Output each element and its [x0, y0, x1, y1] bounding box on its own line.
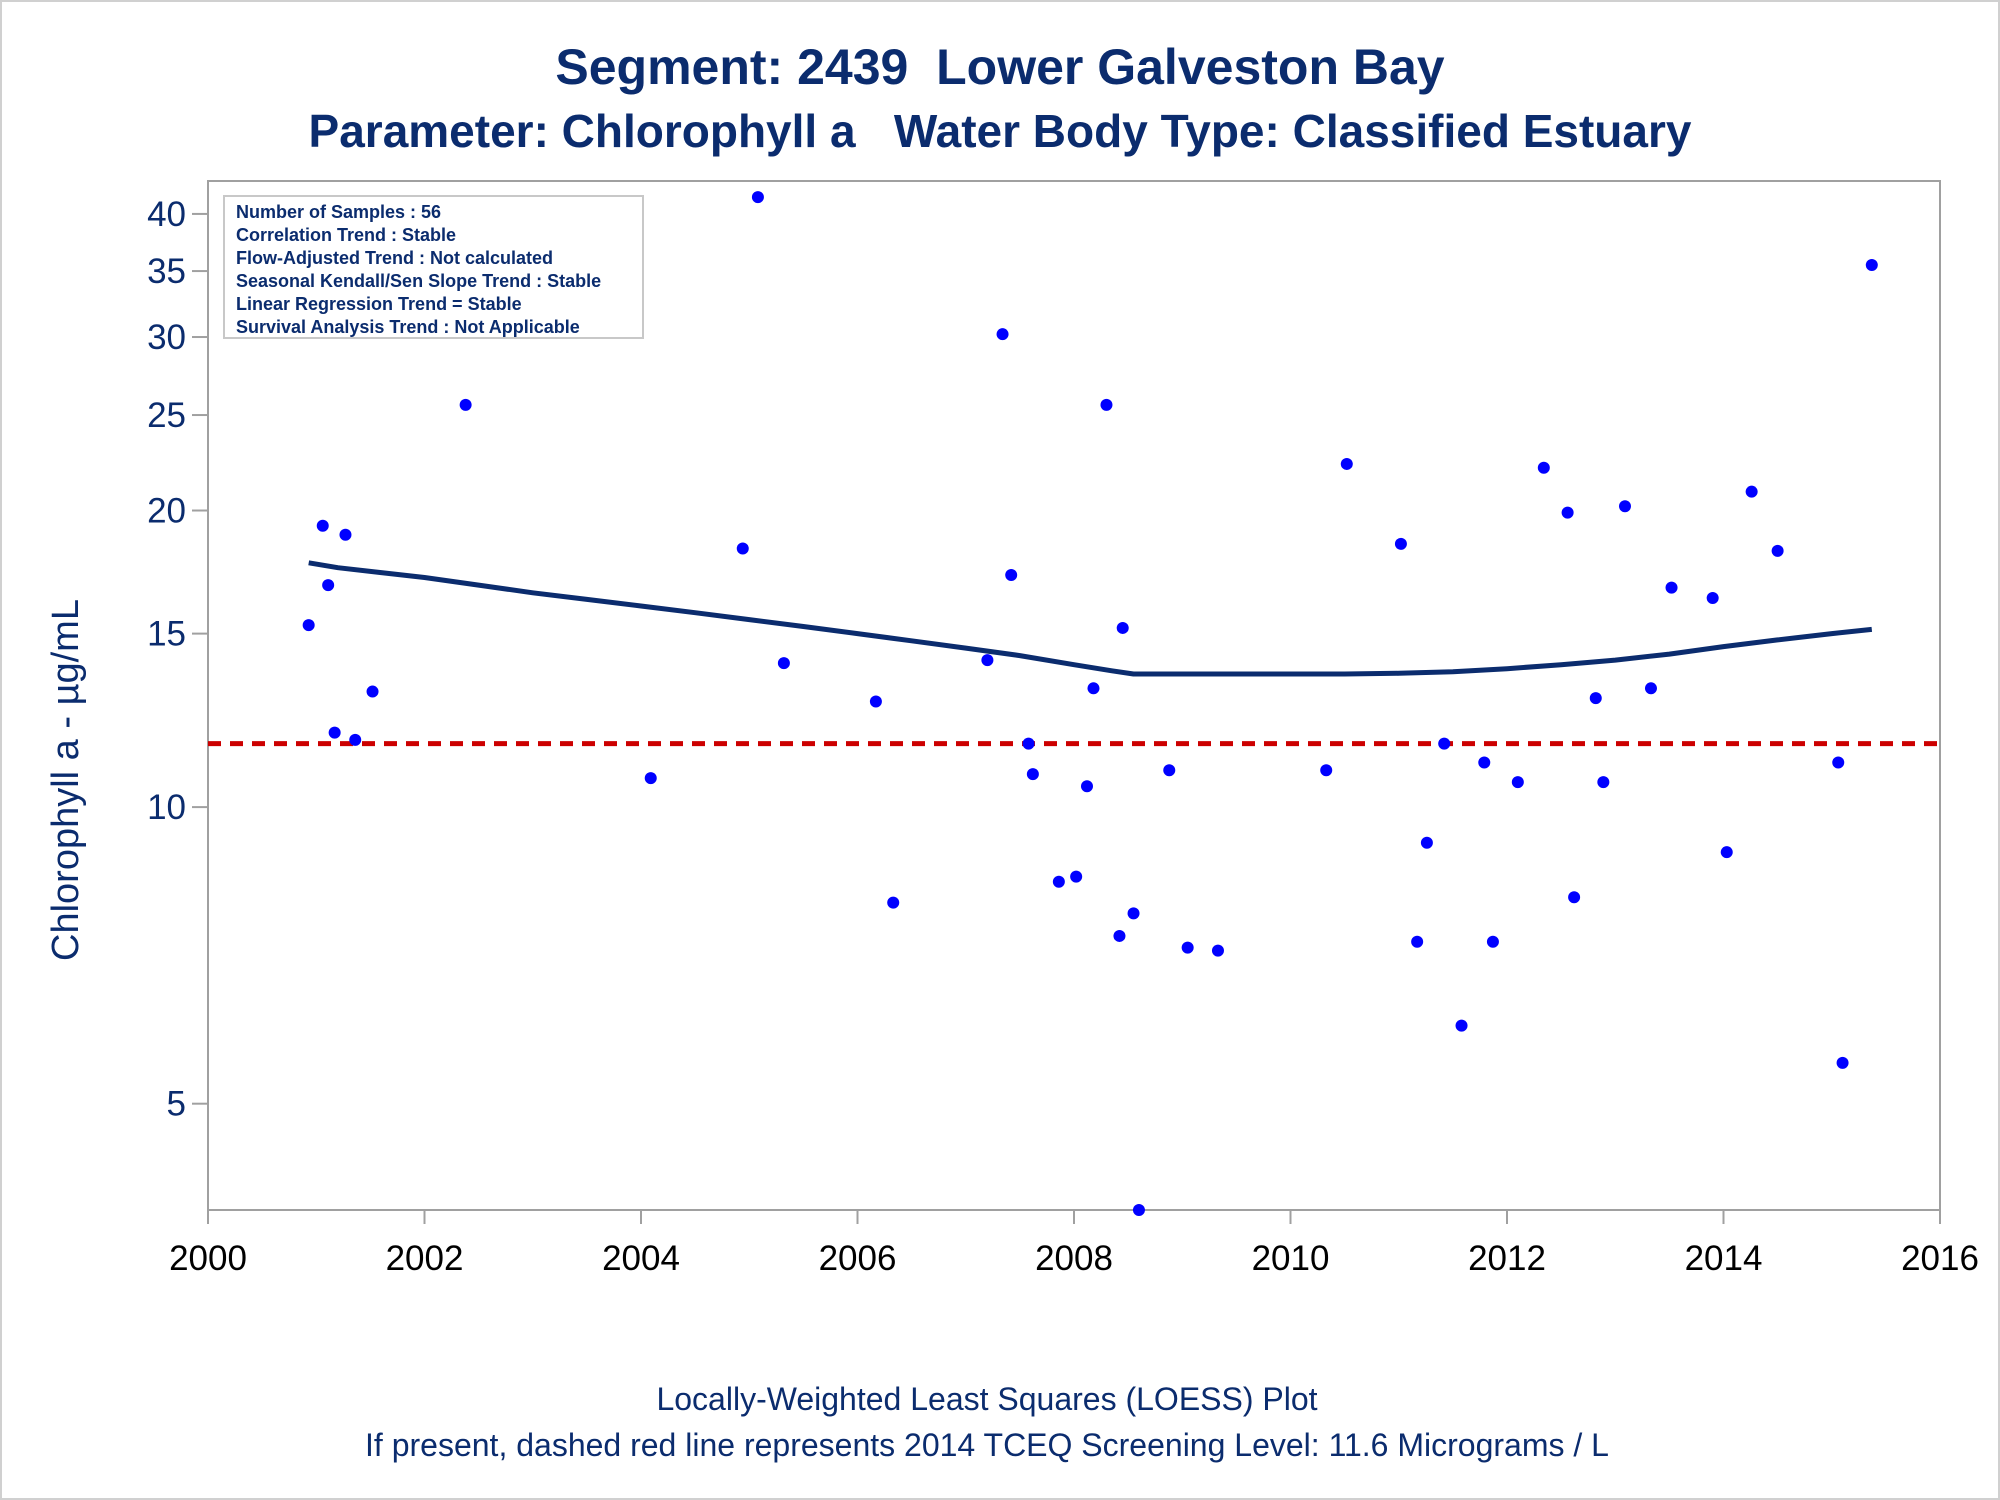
- data-point: [1865, 258, 1878, 271]
- data-point: [1597, 776, 1610, 789]
- data-point: [1070, 870, 1083, 883]
- data-point: [1087, 682, 1100, 695]
- stats-line: Seasonal Kendall/Sen Slope Trend : Stabl…: [236, 271, 601, 291]
- data-point: [1568, 891, 1581, 904]
- stats-box-border: [223, 195, 644, 339]
- stats-box: Number of Samples : 56 Correlation Trend …: [223, 195, 644, 339]
- data-point: [751, 191, 764, 204]
- y-tick-label: 30: [147, 318, 186, 357]
- data-point: [996, 328, 1009, 341]
- loess-curve: [308, 560, 1873, 677]
- data-point: [366, 685, 379, 698]
- data-point: [1080, 780, 1093, 793]
- data-point: [1005, 569, 1018, 582]
- data-point: [1163, 764, 1176, 777]
- y-tick-label: 10: [147, 788, 186, 827]
- data-point: [1720, 846, 1733, 859]
- stats-line: Correlation Trend : Stable: [236, 225, 456, 245]
- y-tick-label: 15: [147, 615, 186, 654]
- data-point: [1832, 756, 1845, 769]
- data-points: [302, 191, 1878, 1216]
- chart-subtitle: Parameter: Chlorophyll a Water Body Type…: [308, 105, 1692, 157]
- data-point: [1537, 461, 1550, 474]
- data-point: [1116, 621, 1129, 634]
- x-tick-label: 2000: [169, 1239, 247, 1278]
- x-tick-label: 2008: [1035, 1239, 1113, 1278]
- data-point: [1486, 935, 1499, 948]
- data-point: [1211, 944, 1224, 957]
- data-point: [981, 654, 994, 667]
- axes: 5 10 15 20 25 30 35 40 2000 2002 2004 2006 2008 2010 2…: [147, 180, 1979, 1278]
- data-point: [1438, 737, 1451, 750]
- footnote-loess: Locally-Weighted Least Squares (LOESS) P…: [656, 1381, 1318, 1417]
- data-point: [349, 733, 362, 746]
- stats-line: Linear Regression Trend = Stable: [236, 294, 522, 314]
- data-point: [1455, 1019, 1468, 1032]
- data-point: [1022, 737, 1035, 750]
- data-point: [339, 528, 352, 541]
- data-point: [736, 542, 749, 555]
- x-tick-label: 2004: [602, 1239, 680, 1278]
- stats-line: Number of Samples : 56: [236, 202, 441, 222]
- x-tick-label: 2006: [819, 1239, 897, 1278]
- x-tick-label: 2010: [1252, 1239, 1330, 1278]
- chart-title: Segment: 2439 Lower Galveston Bay: [555, 39, 1445, 95]
- data-point: [1665, 581, 1678, 594]
- data-point: [1420, 836, 1433, 849]
- data-point: [777, 657, 790, 670]
- data-point: [887, 896, 900, 909]
- data-point: [1026, 768, 1039, 781]
- data-point: [1394, 537, 1407, 550]
- x-tick-label: 2016: [1901, 1239, 1979, 1278]
- x-tick-label: 2012: [1468, 1239, 1546, 1278]
- data-point: [1745, 485, 1758, 498]
- data-point: [1132, 1204, 1145, 1216]
- loess-line: [308, 560, 1873, 677]
- y-tick-label: 20: [147, 492, 186, 531]
- data-point: [459, 398, 472, 411]
- y-axis-label: Chlorophyll a - µg/mL: [45, 599, 87, 961]
- data-point: [1618, 500, 1631, 513]
- data-point: [302, 619, 315, 632]
- data-point: [1511, 776, 1524, 789]
- data-point: [1644, 682, 1657, 695]
- data-point: [1320, 764, 1333, 777]
- data-point: [1771, 544, 1784, 557]
- footnote-screening-level: If present, dashed red line represents 2…: [365, 1427, 1609, 1463]
- data-point: [1836, 1056, 1849, 1069]
- y-tick-label: 25: [147, 396, 186, 435]
- stats-line: Survival Analysis Trend : Not Applicable: [236, 317, 580, 337]
- data-point: [1340, 457, 1353, 470]
- x-tick-label: 2002: [386, 1239, 464, 1278]
- data-point: [1113, 929, 1126, 942]
- data-point: [1181, 941, 1194, 954]
- data-point: [1411, 935, 1424, 948]
- data-point: [1589, 692, 1602, 705]
- y-tick-label: 35: [147, 252, 186, 291]
- data-point: [644, 772, 657, 785]
- data-point: [328, 726, 341, 739]
- x-tick-label: 2014: [1685, 1239, 1763, 1278]
- data-point: [1706, 592, 1719, 605]
- data-point: [1100, 398, 1113, 411]
- data-point: [1478, 756, 1491, 769]
- data-point: [869, 695, 882, 708]
- stats-line: Flow-Adjusted Trend : Not calculated: [236, 248, 553, 268]
- y-tick-label: 40: [147, 195, 186, 234]
- y-tick-label: 5: [167, 1085, 186, 1124]
- data-point: [322, 579, 335, 592]
- data-point: [316, 519, 329, 532]
- data-point: [1561, 506, 1574, 519]
- data-point: [1127, 907, 1140, 920]
- data-point: [1052, 875, 1065, 888]
